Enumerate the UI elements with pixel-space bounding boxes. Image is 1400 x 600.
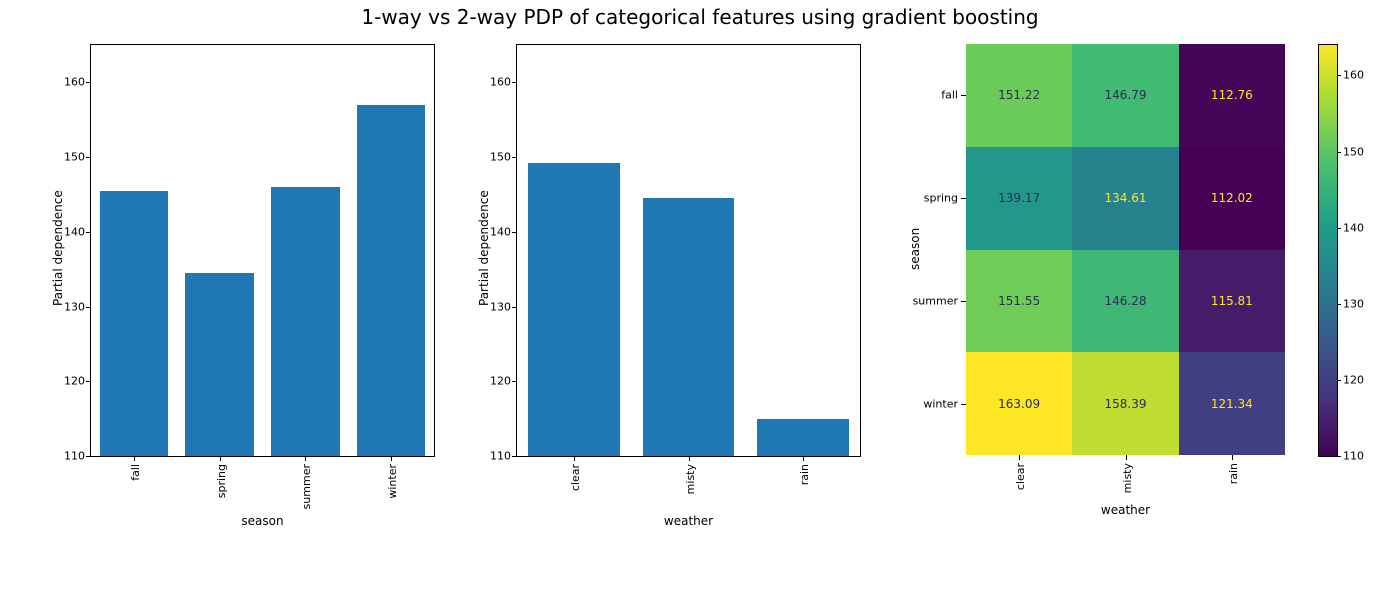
x-axis-label: season — [91, 514, 434, 528]
colorbar-tick-label: 130 — [1343, 297, 1364, 310]
heatmap-row-label: spring — [924, 192, 966, 205]
heatmap-row-label: summer — [913, 294, 966, 307]
bar — [271, 187, 340, 456]
y-axis-label: Partial dependence — [477, 190, 491, 306]
heatmap-cell: 146.79 — [1072, 44, 1178, 147]
xtick-label: spring — [215, 464, 228, 498]
xtick-label: misty — [684, 464, 697, 494]
y-axis-label: Partial dependence — [51, 190, 65, 306]
colorbar: 110120130140150160 — [1318, 44, 1338, 457]
xtick-label: winter — [386, 464, 399, 499]
heatmap-y-axis-label: season — [908, 227, 922, 269]
heatmap-cell: 112.02 — [1179, 147, 1285, 250]
bar — [643, 198, 734, 456]
figure-suptitle: 1-way vs 2-way PDP of categorical featur… — [0, 5, 1400, 29]
heatmap-box: 151.22146.79112.76 139.17134.61112.02 151.… — [966, 44, 1285, 455]
bar — [100, 191, 169, 456]
xtick-label: summer — [300, 464, 313, 509]
colorbar-tick-label: 140 — [1343, 221, 1364, 234]
heatmap-cell: 151.55 — [966, 250, 1072, 353]
bar — [357, 105, 426, 456]
xtick-label: clear — [569, 464, 582, 491]
colorbar-tick-label: 150 — [1343, 145, 1364, 158]
heatmap-col-label: clear — [1014, 463, 1027, 490]
heatmap-cell: 158.39 — [1072, 352, 1178, 455]
bar — [185, 273, 254, 456]
figure: 1-way vs 2-way PDP of categorical featur… — [0, 0, 1400, 600]
heatmap-col-label: misty — [1121, 463, 1134, 493]
bar — [528, 163, 619, 456]
heatmap-row-label: winter — [923, 397, 966, 410]
colorbar-tick-label: 160 — [1343, 69, 1364, 82]
colorbar-tick-label: 110 — [1343, 450, 1364, 463]
heatmap-cell: 112.76 — [1179, 44, 1285, 147]
heatmap-col-label: rain — [1227, 463, 1240, 484]
axes-box-season: 110120130140150160Partial dependencefall… — [90, 44, 435, 457]
xtick-label: fall — [129, 464, 142, 481]
heatmap-cell: 139.17 — [966, 147, 1072, 250]
heatmap-cell: 115.81 — [1179, 250, 1285, 353]
x-axis-label: weather — [517, 514, 860, 528]
xtick-label: rain — [798, 464, 811, 485]
heatmap-x-axis-label: weather — [966, 503, 1285, 517]
heatmap-cell: 146.28 — [1072, 250, 1178, 353]
heatmap-cell: 151.22 — [966, 44, 1072, 147]
heatmap-cell: 121.34 — [1179, 352, 1285, 455]
axes-box-weather: 110120130140150160Partial dependenceclea… — [516, 44, 861, 457]
bar — [757, 419, 848, 456]
heatmap-cell: 134.61 — [1072, 147, 1178, 250]
colorbar-tick-label: 120 — [1343, 373, 1364, 386]
heatmap-cell: 163.09 — [966, 352, 1072, 455]
